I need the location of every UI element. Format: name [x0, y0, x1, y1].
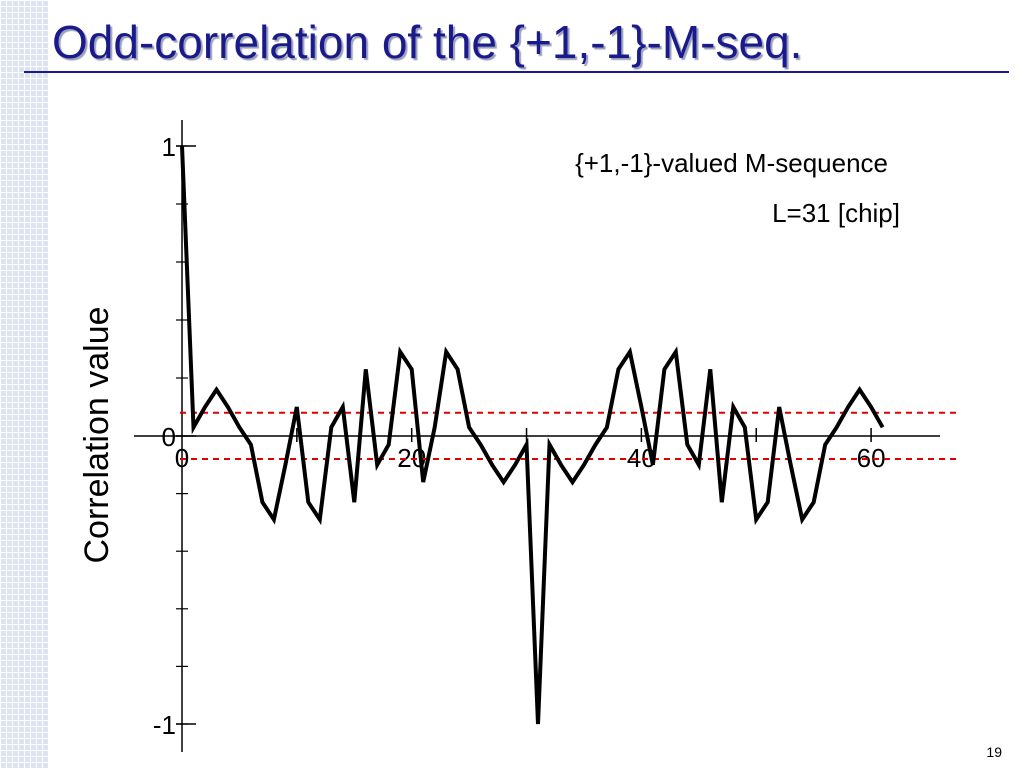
slide-title: Odd-correlation of the {+1,-1}-M-seq. — [52, 16, 803, 68]
chart-annotation-line: L=31 [chip] — [772, 198, 900, 228]
y-tick-label: 1 — [162, 132, 176, 162]
correlation-series-line — [180, 145, 885, 725]
x-tick-label: 60 — [857, 443, 886, 473]
chart-annotation-line: {+1,-1}-valued M-sequence — [575, 148, 888, 178]
y-tick-label: 0 — [162, 422, 176, 452]
page-number: 19 — [986, 744, 1002, 760]
y-tick-label: -1 — [153, 710, 176, 740]
y-axis-label: Correlation value — [78, 306, 116, 563]
x-tick-label: 0 — [175, 443, 189, 473]
side-pattern-strip — [0, 0, 48, 768]
title-underline — [24, 71, 1009, 73]
